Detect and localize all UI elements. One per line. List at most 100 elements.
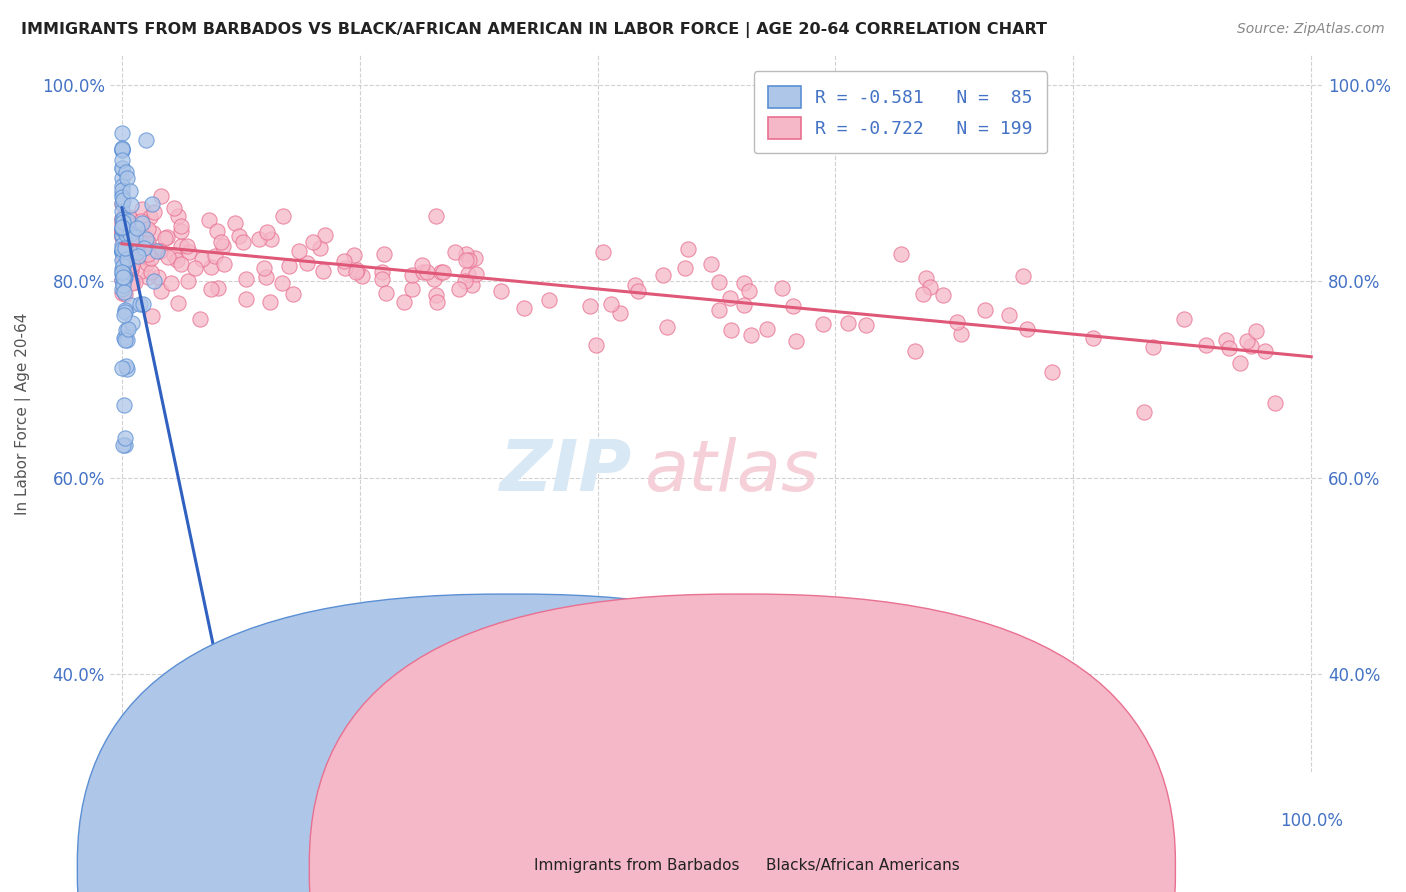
Point: [209, 235, 232, 249]
Point: [118, 210, 141, 224]
Point: [254, 270, 277, 285]
Point: [118, 266, 141, 280]
Point: [411, 258, 433, 272]
Point: [447, 282, 470, 296]
Point: [135, 133, 157, 147]
Point: [1012, 268, 1035, 283]
Point: [271, 209, 294, 223]
Point: [176, 239, 198, 253]
Point: [146, 269, 169, 284]
Point: [253, 260, 276, 275]
Point: [198, 212, 221, 227]
Point: [111, 243, 134, 257]
Point: [129, 251, 152, 265]
Point: [212, 239, 235, 253]
Point: [134, 229, 156, 244]
Point: [111, 223, 134, 237]
Point: [454, 252, 477, 267]
Point: [118, 227, 141, 242]
Point: [115, 252, 138, 266]
Point: [129, 264, 152, 278]
Point: [111, 186, 134, 201]
Point: [946, 315, 969, 329]
Point: [111, 227, 134, 241]
Point: [149, 244, 172, 259]
Point: [401, 268, 423, 282]
Point: [974, 303, 997, 318]
Point: [333, 253, 356, 268]
Point: [458, 253, 481, 268]
Point: [132, 247, 155, 261]
Point: [394, 295, 416, 310]
Point: [111, 286, 134, 301]
Point: [124, 230, 146, 244]
Point: [740, 327, 762, 342]
Point: [112, 230, 135, 244]
Point: [918, 280, 941, 294]
Point: [259, 232, 281, 246]
Point: [904, 344, 927, 359]
Point: [111, 261, 134, 276]
Point: [374, 285, 396, 300]
Point: [139, 210, 162, 224]
Point: [277, 259, 299, 273]
Point: [114, 287, 136, 301]
Point: [1254, 344, 1277, 359]
Text: 0.0%: 0.0%: [101, 812, 143, 830]
Point: [256, 225, 278, 239]
Point: [111, 245, 134, 260]
Point: [432, 265, 454, 279]
Point: [115, 171, 138, 186]
Point: [111, 221, 134, 235]
Point: [111, 242, 134, 256]
Point: [115, 333, 138, 347]
Point: [308, 241, 330, 255]
Point: [111, 237, 134, 252]
Point: [513, 301, 536, 315]
Point: [157, 250, 180, 264]
Point: [425, 288, 447, 302]
Text: 100.0%: 100.0%: [1279, 812, 1343, 830]
Text: Immigrants from Barbados: Immigrants from Barbados: [534, 858, 740, 872]
Point: [111, 438, 134, 452]
Point: [170, 239, 193, 253]
Point: [111, 171, 134, 186]
Point: [673, 260, 696, 275]
Point: [204, 249, 226, 263]
Point: [224, 215, 246, 229]
Point: [111, 178, 134, 193]
Point: [911, 287, 934, 301]
Point: [950, 326, 973, 341]
Point: [112, 270, 135, 285]
Point: [491, 284, 513, 298]
Point: [373, 247, 395, 261]
Point: [131, 216, 153, 230]
Point: [114, 437, 136, 451]
Point: [112, 398, 135, 412]
Point: [997, 308, 1019, 322]
Point: [295, 256, 318, 270]
Point: [111, 197, 134, 211]
Point: [111, 273, 134, 287]
Point: [461, 277, 484, 292]
Point: [114, 303, 136, 318]
Point: [228, 228, 250, 243]
Point: [259, 295, 281, 310]
Point: [167, 209, 190, 223]
Point: [288, 244, 311, 258]
Point: [785, 334, 807, 348]
Point: [142, 226, 165, 240]
Point: [232, 235, 254, 250]
Point: [600, 297, 623, 311]
Point: [170, 257, 193, 271]
Point: [112, 251, 135, 265]
Point: [111, 217, 134, 231]
Point: [111, 161, 134, 175]
Point: [465, 267, 488, 281]
Point: [141, 196, 163, 211]
Point: [837, 316, 859, 330]
Point: [177, 245, 200, 260]
Point: [537, 293, 560, 308]
Point: [915, 271, 938, 285]
Point: [111, 213, 134, 227]
